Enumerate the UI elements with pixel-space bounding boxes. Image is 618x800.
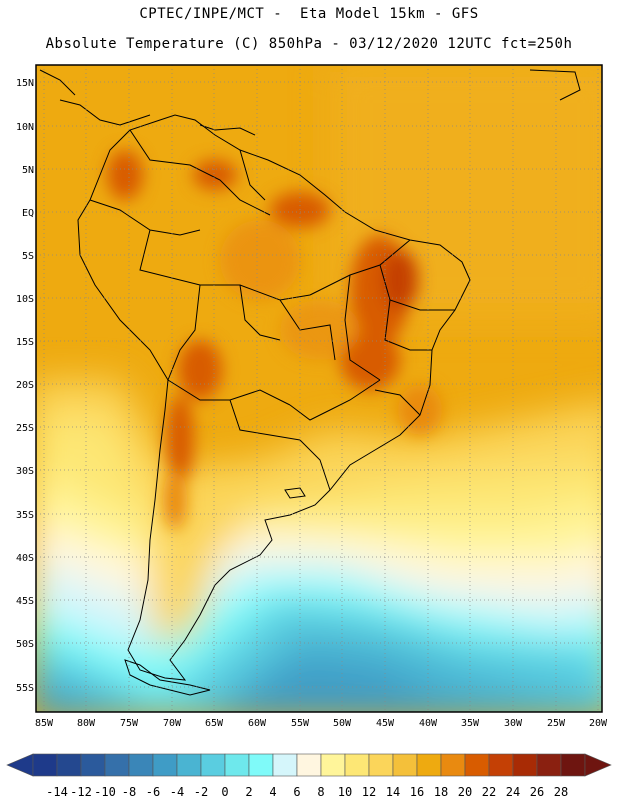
longitude-labels: 85W 80W 75W 70W 65W 60W 55W 50W 45W 40W … (35, 718, 608, 729)
lat-label: 10N (16, 122, 34, 133)
color-scale-min-arrow (6, 753, 34, 777)
color-scale-label: 2 (245, 785, 252, 799)
color-scale-max-arrow (584, 753, 612, 777)
lon-label: 60W (248, 718, 267, 729)
lat-label: 25S (16, 423, 34, 434)
color-scale-box (272, 753, 298, 777)
lat-label: 45S (16, 596, 34, 607)
lat-label: 20S (16, 380, 34, 391)
lat-label: 55S (16, 683, 34, 694)
color-scale-box (128, 753, 154, 777)
color-scale-box (560, 753, 586, 777)
color-scale-legend: -14 -12 -10 -8 -6 -4 -2 0 2 4 6 8 10 12 14 16 18 20 22 24 26… (6, 753, 612, 799)
lon-label: 30W (504, 718, 523, 729)
lat-label: 30S (16, 466, 34, 477)
lon-label: 20W (589, 718, 608, 729)
color-scale-box (392, 753, 418, 777)
color-scale-box (152, 753, 178, 777)
color-scale-boxes (6, 753, 612, 777)
color-scale-box (440, 753, 466, 777)
color-scale-labels: -14 -12 -10 -8 -6 -4 -2 0 2 4 6 8 10 12 14 16 18 20 22 24 26… (46, 785, 568, 799)
color-scale-box (32, 753, 58, 777)
latitude-labels: 15N 10N 5N EQ 5S 10S 15S 20S 25S 30S 35S… (16, 78, 34, 694)
color-scale-label: 10 (338, 785, 352, 799)
temperature-field (36, 65, 602, 712)
lat-label: 50S (16, 639, 34, 650)
color-scale-box (512, 753, 538, 777)
color-scale-box (176, 753, 202, 777)
color-scale-label: 4 (269, 785, 276, 799)
lon-label: 40W (419, 718, 438, 729)
color-scale-label: 18 (434, 785, 448, 799)
lat-label: 40S (16, 553, 34, 564)
map-title-line-2: Absolute Temperature (C) 850hPa - 03/12/… (45, 36, 573, 52)
color-scale-label: 8 (317, 785, 324, 799)
lat-label: EQ (22, 208, 34, 219)
color-scale-label: -2 (194, 785, 208, 799)
lat-label: 10S (16, 294, 34, 305)
map-title-line-1: CPTEC/INPE/MCT - Eta Model 15km - GFS (139, 6, 479, 22)
color-scale-label: 6 (293, 785, 300, 799)
color-scale-box (200, 753, 226, 777)
map-frame (35, 64, 603, 713)
color-scale-label: 16 (410, 785, 424, 799)
color-scale-box (104, 753, 130, 777)
color-scale-label: 20 (458, 785, 472, 799)
color-scale-box (416, 753, 442, 777)
lon-label: 25W (547, 718, 566, 729)
lon-label: 50W (333, 718, 352, 729)
lat-label: 15N (16, 78, 34, 89)
color-scale-label: -4 (170, 785, 184, 799)
color-scale-box (464, 753, 490, 777)
lon-label: 75W (120, 718, 139, 729)
color-scale-label: -8 (122, 785, 136, 799)
color-scale-label: -6 (146, 785, 160, 799)
color-scale-box (488, 753, 514, 777)
lon-label: 80W (77, 718, 96, 729)
lon-label: 45W (376, 718, 395, 729)
color-scale-label: 26 (530, 785, 544, 799)
color-scale-box (296, 753, 322, 777)
lat-label: 5N (22, 165, 34, 176)
color-scale-label: 24 (506, 785, 520, 799)
coastline (39, 69, 581, 696)
lon-label: 70W (163, 718, 182, 729)
lat-label: 15S (16, 337, 34, 348)
color-scale-label: 0 (221, 785, 228, 799)
color-scale-box (344, 753, 370, 777)
color-scale-box (56, 753, 82, 777)
color-scale-box (248, 753, 274, 777)
lon-label: 85W (35, 718, 54, 729)
lon-label: 35W (461, 718, 480, 729)
color-scale-box (224, 753, 250, 777)
color-scale-label: 22 (482, 785, 496, 799)
color-scale-label: -10 (94, 785, 116, 799)
color-scale-label: 28 (554, 785, 568, 799)
color-scale-box (368, 753, 394, 777)
lon-label: 55W (291, 718, 310, 729)
color-scale-label: -12 (70, 785, 92, 799)
color-scale-label: -14 (46, 785, 68, 799)
color-scale-box (536, 753, 562, 777)
lat-label: 35S (16, 510, 34, 521)
lon-label: 65W (205, 718, 224, 729)
color-scale-label: 14 (386, 785, 400, 799)
color-scale-box (320, 753, 346, 777)
color-scale-label: 12 (362, 785, 376, 799)
color-scale-box (80, 753, 106, 777)
lat-label: 5S (22, 251, 34, 262)
